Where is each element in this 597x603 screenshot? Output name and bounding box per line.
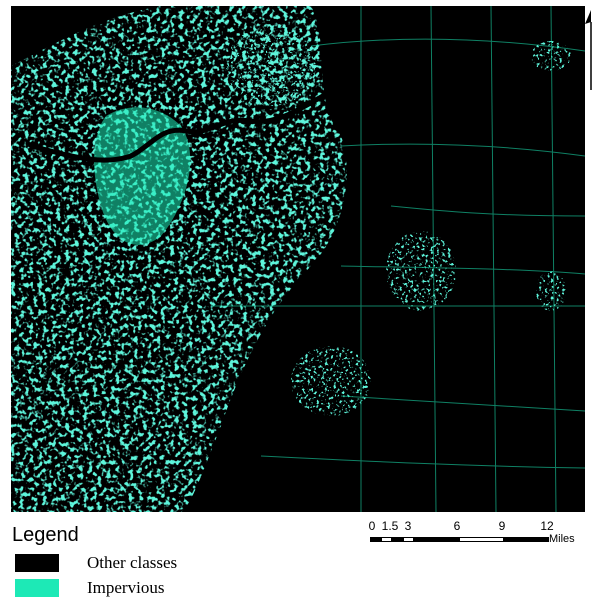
scale-tick-6: 6 (453, 519, 461, 533)
legend-label-impervious: Impervious (87, 578, 165, 597)
legend-label-other-classes: Other classes (87, 553, 178, 572)
scale-tick-9: 9 (498, 519, 506, 533)
river (30, 83, 343, 163)
legend-title: Legend (12, 524, 79, 546)
urban-core-area (11, 6, 347, 512)
scale-segment (504, 537, 549, 542)
scale-segment (414, 537, 459, 542)
scale-tick-12: 12 (540, 519, 554, 533)
land-cover-map (11, 6, 585, 512)
north-arrow-icon (585, 10, 592, 90)
impervious-surface-raster (11, 6, 585, 512)
downtown-area (94, 107, 191, 245)
scale-segment (459, 537, 504, 542)
scale-bar: 0 1.5 3 6 9 12 Miles (366, 519, 597, 549)
road-network (210, 6, 585, 512)
legend-swatch-impervious (15, 579, 59, 597)
legend-swatch-other-classes (15, 554, 59, 572)
scale-segment (370, 537, 381, 542)
scale-unit-label: Miles (549, 533, 575, 545)
scale-tick-1-5: 1.5 (381, 519, 399, 533)
scale-segment (392, 537, 403, 542)
scale-tick-3: 3 (404, 519, 412, 533)
scale-segment (381, 537, 392, 542)
scale-tick-0: 0 (368, 519, 376, 533)
scale-segment (403, 537, 414, 542)
suburban-clusters (226, 26, 571, 416)
